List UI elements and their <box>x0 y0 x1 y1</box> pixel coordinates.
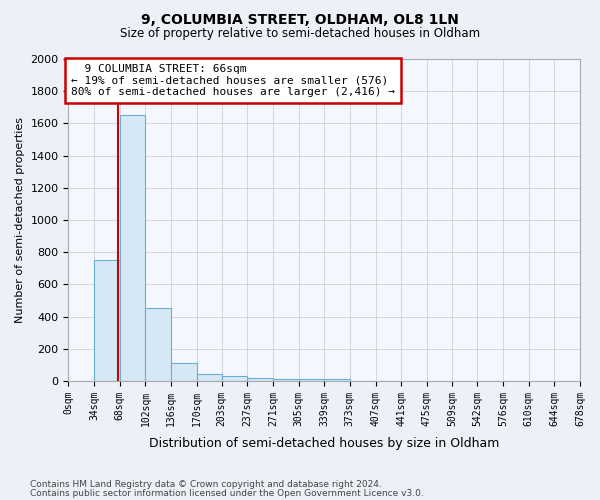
Bar <box>197 374 221 381</box>
Bar <box>94 260 120 381</box>
X-axis label: Distribution of semi-detached houses by size in Oldham: Distribution of semi-detached houses by … <box>149 437 499 450</box>
Text: Contains public sector information licensed under the Open Government Licence v3: Contains public sector information licen… <box>30 488 424 498</box>
Bar <box>299 380 324 381</box>
Bar <box>120 116 145 381</box>
Bar <box>324 380 350 381</box>
Bar <box>247 378 273 381</box>
Text: Size of property relative to semi-detached houses in Oldham: Size of property relative to semi-detach… <box>120 28 480 40</box>
Text: 9, COLUMBIA STREET, OLDHAM, OL8 1LN: 9, COLUMBIA STREET, OLDHAM, OL8 1LN <box>141 12 459 26</box>
Y-axis label: Number of semi-detached properties: Number of semi-detached properties <box>15 117 25 323</box>
Text: Contains HM Land Registry data © Crown copyright and database right 2024.: Contains HM Land Registry data © Crown c… <box>30 480 382 489</box>
Text: 9 COLUMBIA STREET: 66sqm
← 19% of semi-detached houses are smaller (576)
80% of : 9 COLUMBIA STREET: 66sqm ← 19% of semi-d… <box>71 64 395 97</box>
Bar <box>273 378 299 381</box>
Bar <box>171 363 197 381</box>
Bar <box>221 376 247 381</box>
Bar <box>145 308 171 381</box>
